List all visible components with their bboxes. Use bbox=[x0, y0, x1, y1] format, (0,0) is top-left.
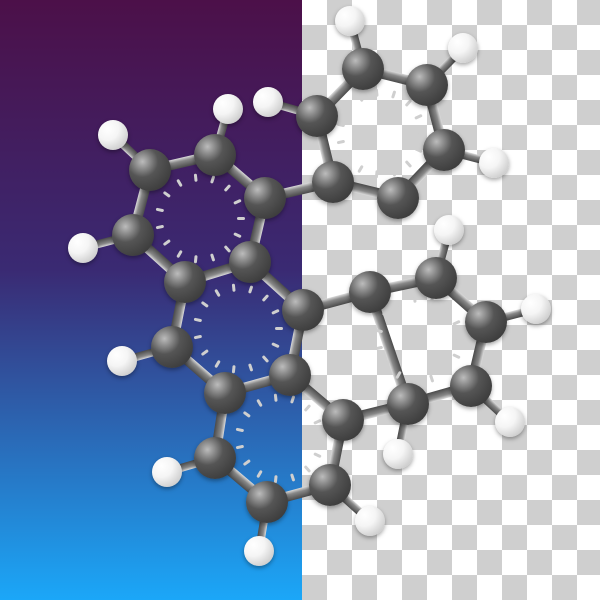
aromatic-ring bbox=[162, 180, 238, 256]
hydrogen-atom bbox=[495, 407, 525, 437]
carbon-atom bbox=[246, 481, 288, 523]
hydrogen-atom bbox=[107, 346, 137, 376]
carbon-atom bbox=[129, 149, 171, 191]
carbon-atom bbox=[377, 177, 419, 219]
hydrogen-atom bbox=[448, 33, 478, 63]
carbon-atom bbox=[244, 177, 286, 219]
carbon-atom bbox=[164, 261, 206, 303]
hydrogen-atom bbox=[213, 94, 243, 124]
hydrogen-atom bbox=[521, 294, 551, 324]
aromatic-ring bbox=[200, 290, 276, 366]
carbon-atom bbox=[112, 214, 154, 256]
carbon-atom bbox=[282, 289, 324, 331]
carbon-atom bbox=[387, 383, 429, 425]
carbon-atom bbox=[229, 241, 271, 283]
hydrogen-atom bbox=[479, 148, 509, 178]
hydrogen-atom bbox=[244, 536, 274, 566]
hydrogen-atom bbox=[434, 215, 464, 245]
carbon-atom bbox=[349, 271, 391, 313]
hydrogen-atom bbox=[253, 87, 283, 117]
carbon-atom bbox=[309, 464, 351, 506]
carbon-atom bbox=[194, 134, 236, 176]
hydrogen-atom bbox=[152, 457, 182, 487]
carbon-atom bbox=[204, 372, 246, 414]
carbon-atom bbox=[194, 437, 236, 479]
carbon-atom bbox=[296, 95, 338, 137]
carbon-atom bbox=[423, 129, 465, 171]
hydrogen-atom bbox=[98, 120, 128, 150]
hydrogen-atom bbox=[335, 6, 365, 36]
hydrogen-atom bbox=[383, 439, 413, 469]
carbon-atom bbox=[342, 48, 384, 90]
hydrogen-atom bbox=[355, 506, 385, 536]
carbon-atom bbox=[415, 257, 457, 299]
carbon-atom bbox=[322, 399, 364, 441]
carbon-atom bbox=[151, 326, 193, 368]
molecule-illustration bbox=[0, 0, 600, 600]
carbon-atom bbox=[450, 365, 492, 407]
carbon-atom bbox=[269, 354, 311, 396]
aromatic-ring bbox=[381, 301, 457, 377]
carbon-atom bbox=[312, 161, 354, 203]
aromatic-ring bbox=[343, 95, 419, 171]
hydrogen-atom bbox=[68, 233, 98, 263]
carbon-atom bbox=[465, 301, 507, 343]
aromatic-ring bbox=[242, 400, 318, 476]
carbon-atom bbox=[406, 64, 448, 106]
